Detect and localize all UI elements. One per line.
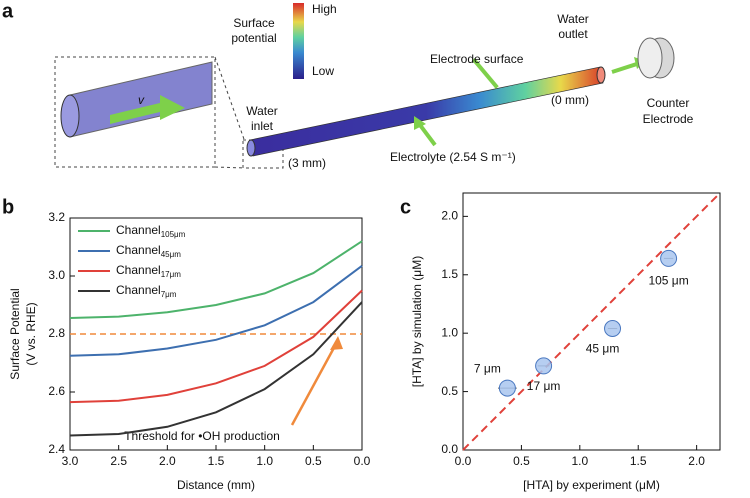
data-point <box>604 320 622 338</box>
plot-frame <box>462 192 721 451</box>
line-series <box>69 240 363 320</box>
velocity: v <box>138 93 145 107</box>
y-tick-label: 2.4 <box>48 442 65 456</box>
panel-label: a <box>2 0 14 22</box>
inlet-distance: (3 mm) <box>288 156 326 170</box>
tube-diagram <box>54 3 675 169</box>
x-tick-label: 0.0 <box>455 454 472 468</box>
colorbar-low: Low <box>312 64 334 78</box>
x-tick-label: 0.5 <box>305 454 322 468</box>
counter-electrode: Counter <box>647 96 690 110</box>
outlet-distance: (0 mm) <box>551 93 589 107</box>
y-tick-label: 1.5 <box>441 267 458 281</box>
electrolyte: Electrolyte (2.54 S m⁻¹) <box>390 150 516 164</box>
data-point <box>535 357 553 375</box>
line-series <box>69 265 363 357</box>
diagram-text: a Surface potential High Low v Electrode… <box>2 0 694 170</box>
legend-entry: Channel45μm <box>116 243 181 259</box>
colorbar-high: High <box>312 2 337 16</box>
water-outlet: Water <box>557 12 589 26</box>
legend-entry: Channel105μm <box>116 223 186 239</box>
water-inlet: Water <box>246 104 278 118</box>
point-label: 105 μm <box>648 274 688 288</box>
line-series <box>69 289 363 404</box>
x-tick-label: 3.0 <box>62 454 79 468</box>
y-tick-label: 1.0 <box>441 325 458 339</box>
y-axis-label: Surface Potential <box>8 288 22 379</box>
identity-line <box>462 192 721 451</box>
water-inlet: inlet <box>251 119 274 133</box>
y-tick-label: 0.5 <box>441 384 458 398</box>
x-tick-label: 2.0 <box>688 454 705 468</box>
colorbar-title: potential <box>231 31 276 45</box>
y-axis-label: (V vs. RHE) <box>24 302 38 365</box>
point-label: 7 μm <box>474 361 501 375</box>
panel-label: c <box>400 196 411 218</box>
panel-label: b <box>2 196 14 218</box>
y-tick-label: 3.0 <box>48 268 65 282</box>
x-axis-label: [HTA] by experiment (μM) <box>523 478 660 492</box>
water-outlet: outlet <box>558 27 588 41</box>
y-tick-label: 2.6 <box>48 384 65 398</box>
x-tick-label: 1.0 <box>256 454 273 468</box>
y-axis-label: [HTA] by simulation (μM) <box>410 256 424 387</box>
line-series <box>69 301 363 437</box>
point-label: 17 μm <box>527 379 561 393</box>
x-tick-label: 2.0 <box>159 454 176 468</box>
electrode-surface: Electrode surface <box>430 52 524 66</box>
data-point <box>498 379 516 397</box>
threshold-label: Threshold for •OH production <box>124 429 280 443</box>
point-label: 45 μm <box>586 342 620 356</box>
threshold-arrow <box>290 343 338 426</box>
y-tick-label: 3.2 <box>48 210 65 224</box>
colorbar-title: Surface <box>233 16 275 30</box>
legend-entry: Channel7μm <box>116 283 177 299</box>
x-tick-label: 1.5 <box>630 454 647 468</box>
counter-electrode: Electrode <box>643 112 694 126</box>
x-tick-label: 1.0 <box>571 454 588 468</box>
x-tick-label: 2.5 <box>110 454 127 468</box>
x-tick-label: 0.0 <box>354 454 371 468</box>
threshold-arrowhead <box>330 336 343 350</box>
data-point <box>660 249 678 267</box>
x-tick-label: 1.5 <box>208 454 225 468</box>
x-axis-label: Distance (mm) <box>177 478 255 492</box>
x-tick-label: 0.5 <box>513 454 530 468</box>
y-tick-label: 0.0 <box>441 442 458 456</box>
legend-entry: Channel17μm <box>116 263 181 279</box>
y-tick-label: 2.0 <box>441 209 458 223</box>
y-tick-label: 2.8 <box>48 326 65 340</box>
